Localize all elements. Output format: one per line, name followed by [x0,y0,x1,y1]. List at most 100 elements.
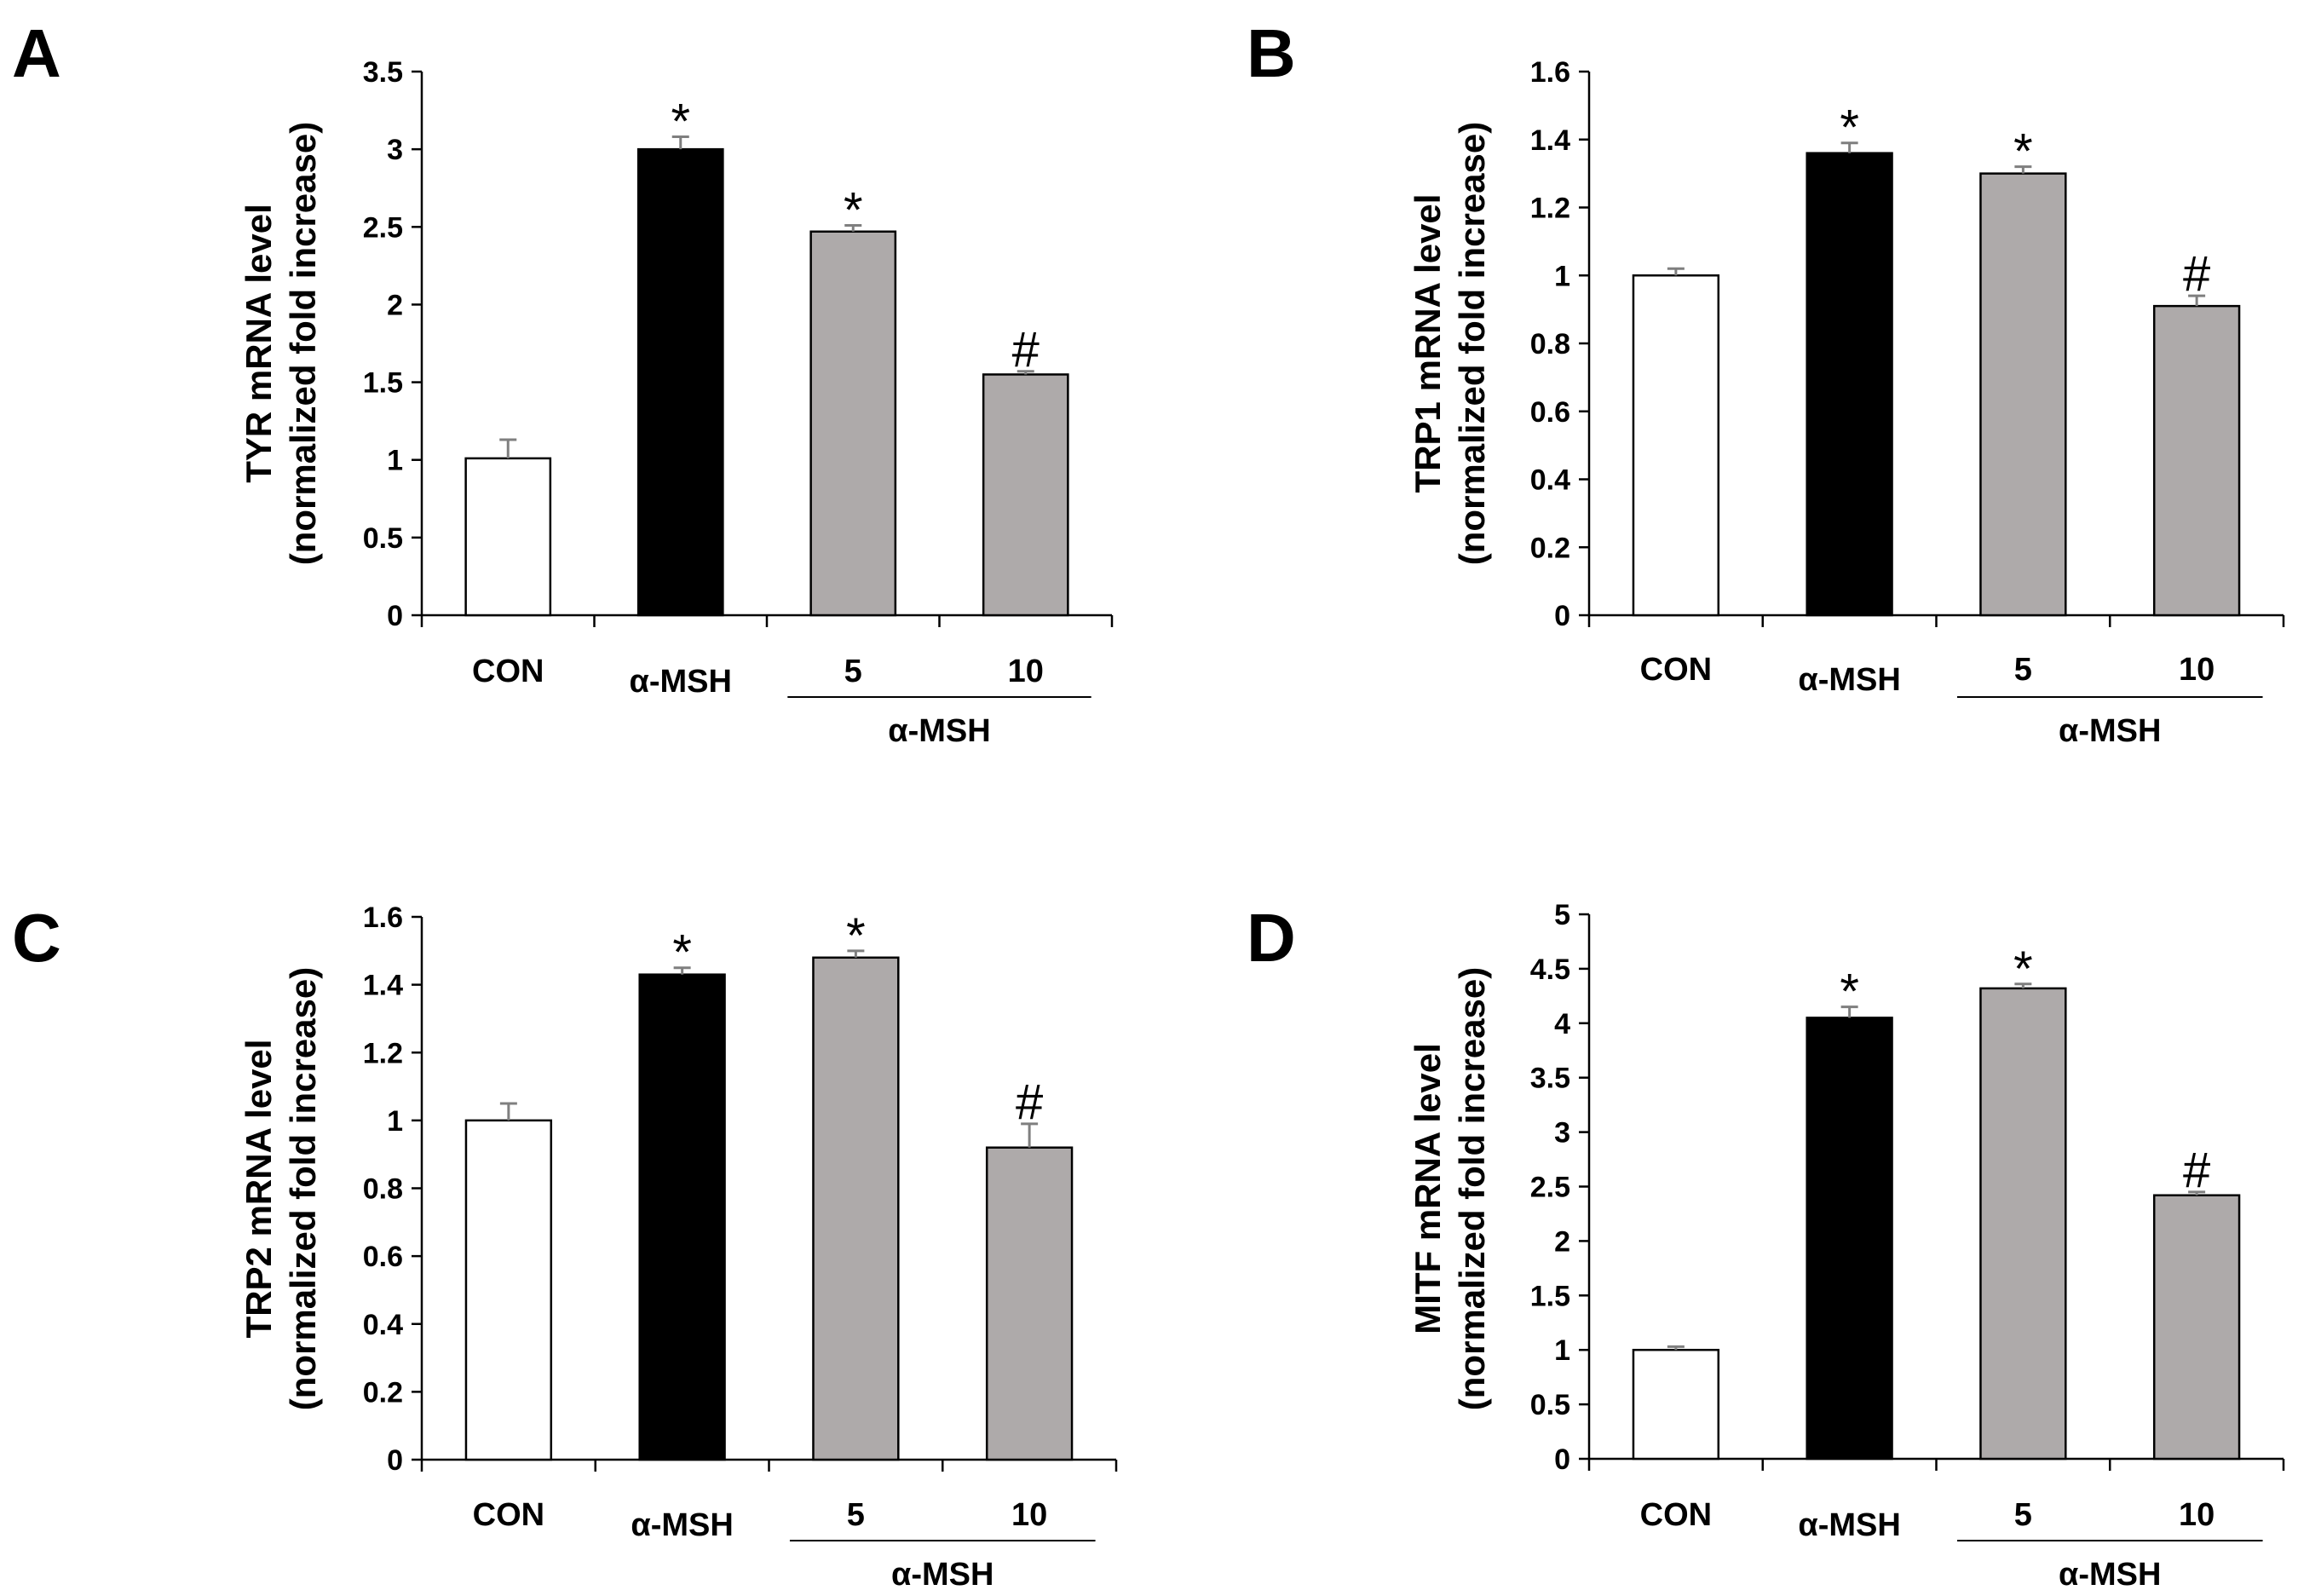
y-tick-label: 2 [387,289,403,321]
y-tick-label: 2.5 [363,211,403,244]
y-axis-label: TRP1 mRNA level [1408,194,1448,493]
y-tick-label: 0.5 [363,522,403,555]
group-label: α-MSH [888,713,990,749]
bar [2152,304,2241,617]
chart-panel-a: A 0 0.5 1 1.5 2 2.5 3 3.5 TYR mRNA level (normaliz… [12,15,1114,749]
significance-hash: # [1016,1075,1043,1130]
y-tick-label: 0 [1554,600,1570,632]
y-tick-label: 1.5 [363,367,403,400]
x-category-label: 10 [2179,1497,2214,1533]
y-tick-label: 1.5 [1530,1280,1570,1312]
y-tick-label: 3.5 [363,56,403,89]
bar [1979,987,2067,1461]
x-category-label: 10 [1008,654,1044,689]
y-tick-label: 0.6 [1530,396,1570,429]
y-axis-label-sub: (normalized fold increase) [283,122,323,565]
x-category-label: α-MSH [1798,662,1900,698]
y-axis-label: TYR mRNA level [239,204,279,483]
group-label: α-MSH [2059,1557,2161,1593]
y-tick-label: 0.5 [1530,1389,1570,1421]
x-category-label: 5 [2014,1497,2032,1533]
y-tick-label: 0.4 [1530,464,1570,497]
y-tick-label: 0.2 [363,1376,403,1409]
bar [985,1146,1074,1461]
y-tick-label: 2 [1554,1225,1570,1258]
significance-star: * [2013,942,2033,997]
y-axis-label-sub: (normalized fold increase) [283,967,323,1410]
bar [464,457,552,617]
bar [1806,1017,1893,1461]
bar [1632,1348,1720,1461]
y-tick-label: 0.2 [1530,532,1570,564]
significance-star: * [844,182,863,238]
y-tick-label: 0 [387,600,403,632]
chart-panel-d: D 0 0.5 1 1.5 2 2.5 3 3.5 4 4.5 5 MITF mRNA level (no… [1247,899,2285,1593]
y-tick-label: 5 [1554,899,1570,931]
bar [809,230,897,617]
bar [1632,274,1720,617]
y-tick-label: 1.4 [1530,124,1570,157]
y-tick-label: 2.5 [1530,1172,1570,1204]
group-label: α-MSH [2059,713,2161,749]
x-category-label: 5 [2014,652,2032,688]
bar [636,147,724,617]
bar [2152,1194,2241,1461]
panel-letter: C [12,900,61,976]
y-tick-label: 0.8 [1530,328,1570,360]
y-tick-label: 1.6 [363,902,403,934]
x-category-label: 10 [2179,652,2214,688]
x-category-label: α-MSH [1798,1507,1900,1543]
bar [1806,152,1893,617]
group-label: α-MSH [891,1557,993,1593]
x-category-label: 5 [847,1497,865,1533]
panel-letter: D [1247,900,1296,976]
significance-hash: # [2183,246,2210,302]
y-axis-label-sub: (normalized fold increase) [1452,122,1492,565]
significance-star: * [671,95,690,150]
y-tick-label: 1 [1554,260,1570,292]
panel-letter: B [1247,15,1296,91]
bar [1979,172,2067,617]
x-category-label: 10 [1011,1497,1047,1533]
y-tick-label: 0 [387,1444,403,1477]
significance-star: * [672,925,692,981]
x-category-label: CON [473,1497,544,1533]
y-tick-label: 3 [1554,1117,1570,1149]
x-category-label: CON [1640,1497,1712,1533]
significance-star: * [1840,965,1859,1020]
y-tick-label: 1.6 [1530,56,1570,89]
y-tick-label: 3.5 [1530,1063,1570,1095]
bar [812,956,900,1461]
y-axis-label: TRP2 mRNA level [239,1040,279,1339]
panel-letter: A [12,15,61,91]
significance-hash: # [1012,322,1040,377]
x-category-label: CON [472,654,544,689]
x-category-label: α-MSH [630,664,732,700]
bar [638,973,726,1461]
y-tick-label: 4 [1554,1008,1570,1040]
significance-star: * [1840,101,1859,156]
y-tick-label: 1.4 [363,970,403,1002]
y-tick-label: 1 [387,445,403,477]
x-category-label: 5 [844,654,862,689]
y-tick-label: 1 [387,1105,403,1138]
chart-panel-c: C 0 0.2 0.4 0.6 0.8 1 1.2 1.4 1.6 TRP2 mRNA level(… [12,900,1118,1593]
bar [982,373,1069,617]
significance-star: * [2013,124,2033,180]
y-tick-label: 0.8 [363,1173,403,1206]
significance-star: * [846,908,866,964]
y-axis-label: MITF mRNA level [1408,1043,1448,1334]
y-tick-label: 1.2 [1530,193,1570,225]
y-tick-label: 0 [1554,1443,1570,1476]
y-tick-label: 1 [1554,1334,1570,1367]
bar [464,1119,553,1461]
y-axis-label-sub: (normalized fold increase) [1452,967,1492,1410]
x-category-label: CON [1640,652,1712,688]
y-tick-label: 0.4 [363,1309,403,1341]
chart-panel-b: B 0 0.2 0.4 0.6 0.8 1 1.2 1.4 1.6 TRP1 mRNA level(… [1247,15,2285,749]
significance-hash: # [2183,1143,2210,1198]
y-tick-label: 4.5 [1530,954,1570,986]
y-tick-label: 1.2 [363,1037,403,1069]
x-category-label: α-MSH [631,1507,733,1543]
